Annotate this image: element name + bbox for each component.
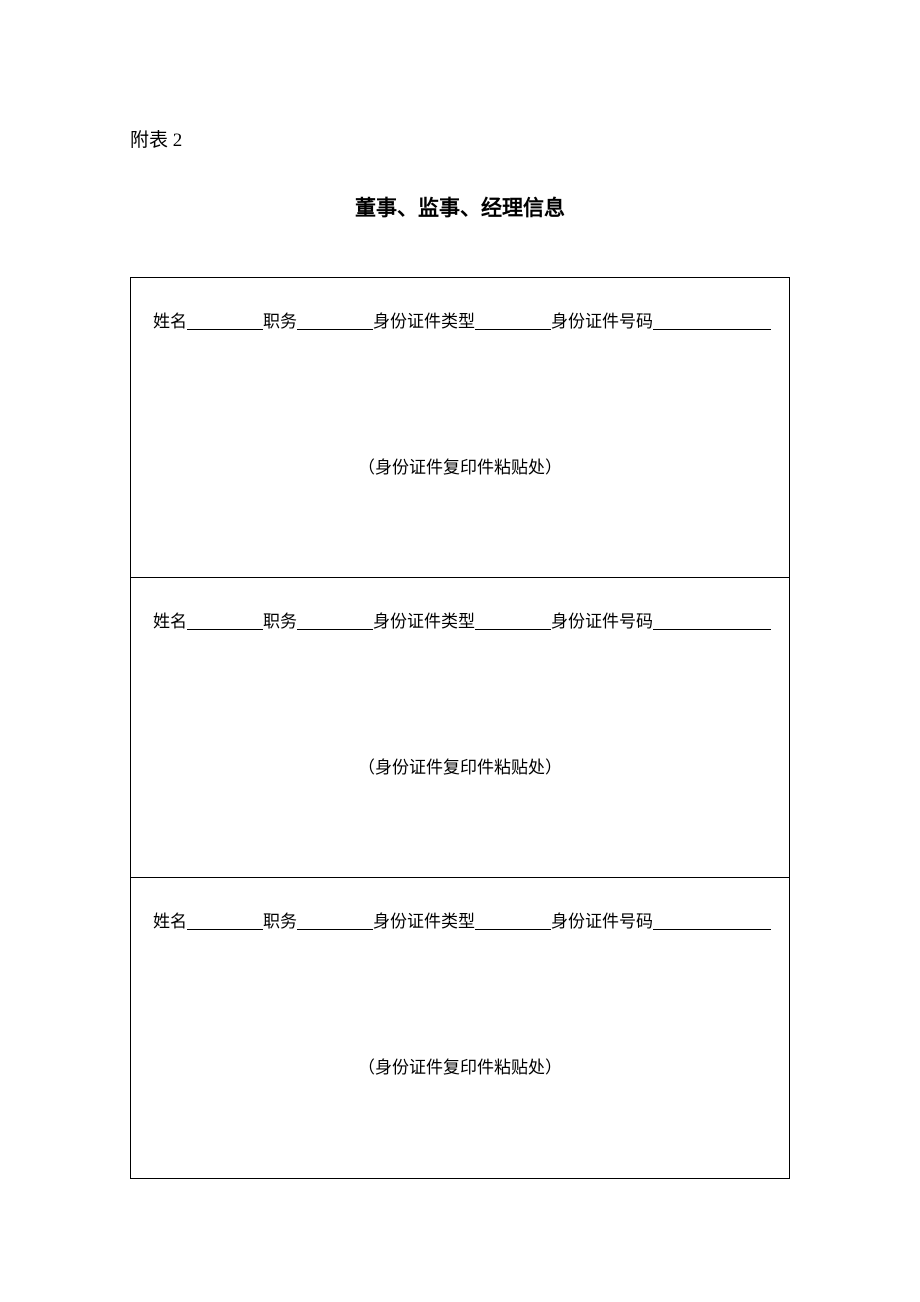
- name-input-underline[interactable]: [187, 613, 263, 630]
- name-label: 姓名: [153, 912, 187, 931]
- page-container: 附表 2 董事、监事、经理信息 姓名职务身份证件类型身份证件号码 （身份证件复印…: [0, 0, 920, 1179]
- idtype-input-underline[interactable]: [475, 913, 551, 930]
- name-label: 姓名: [153, 312, 187, 331]
- idnum-label: 身份证件号码: [551, 912, 653, 931]
- position-label: 职务: [263, 612, 297, 631]
- name-input-underline[interactable]: [187, 913, 263, 930]
- name-label: 姓名: [153, 612, 187, 631]
- form-row: 姓名 职务 身份证件类型 身份证件号码 （身份证件复印件粘贴处）: [131, 578, 789, 878]
- id-copy-paste-area: （身份证件复印件粘贴处）: [153, 753, 767, 778]
- position-input-underline[interactable]: [297, 913, 373, 930]
- idnum-label: 身份证件号码: [551, 612, 653, 631]
- idnum-input-underline[interactable]: [653, 913, 771, 930]
- position-input-underline[interactable]: [297, 613, 373, 630]
- id-copy-paste-area: （身份证件复印件粘贴处）: [153, 1053, 767, 1078]
- form-table: 姓名职务身份证件类型身份证件号码 （身份证件复印件粘贴处） 姓名职务身份证件类型…: [130, 277, 790, 1179]
- idtype-input-underline[interactable]: [475, 313, 551, 330]
- field-line: 姓名 职务 身份证件类型 身份证件号码: [153, 908, 767, 935]
- field-line: 姓名 职务 身份证件类型 身份证件号码: [153, 308, 767, 335]
- form-row: 姓名 职务 身份证件类型 身份证件号码 （身份证件复印件粘贴处）: [131, 278, 789, 578]
- document-title: 董事、监事、经理信息: [130, 192, 790, 222]
- idnum-label: 身份证件号码: [551, 312, 653, 331]
- idtype-label: 身份证件类型: [373, 912, 475, 931]
- id-copy-paste-area: （身份证件复印件粘贴处）: [153, 453, 767, 478]
- position-label: 职务: [263, 312, 297, 331]
- field-line: 姓名 职务 身份证件类型 身份证件号码: [153, 608, 767, 635]
- idtype-label: 身份证件类型: [373, 312, 475, 331]
- idnum-input-underline[interactable]: [653, 313, 771, 330]
- position-input-underline[interactable]: [297, 313, 373, 330]
- form-row: 姓名 职务 身份证件类型 身份证件号码 （身份证件复印件粘贴处）: [131, 878, 789, 1178]
- appendix-label: 附表 2: [130, 125, 790, 152]
- name-input-underline[interactable]: [187, 313, 263, 330]
- idtype-label: 身份证件类型: [373, 612, 475, 631]
- idtype-input-underline[interactable]: [475, 613, 551, 630]
- position-label: 职务: [263, 912, 297, 931]
- idnum-input-underline[interactable]: [653, 613, 771, 630]
